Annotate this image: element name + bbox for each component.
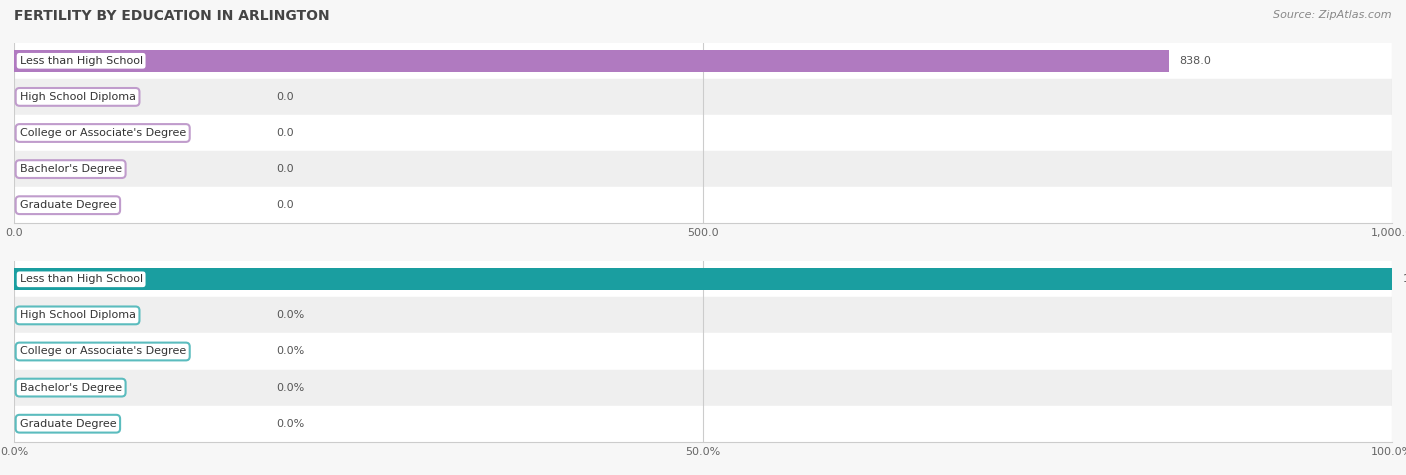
Bar <box>14 79 1392 115</box>
Text: 0.0: 0.0 <box>276 164 294 174</box>
Text: College or Associate's Degree: College or Associate's Degree <box>20 128 186 138</box>
Text: 0.0: 0.0 <box>276 128 294 138</box>
Text: Source: ZipAtlas.com: Source: ZipAtlas.com <box>1274 10 1392 19</box>
Text: Less than High School: Less than High School <box>20 56 142 66</box>
Text: 0.0: 0.0 <box>276 200 294 210</box>
Text: Bachelor's Degree: Bachelor's Degree <box>20 382 122 393</box>
Bar <box>14 43 1392 79</box>
Bar <box>14 333 1392 370</box>
Text: Less than High School: Less than High School <box>20 274 142 285</box>
Text: 838.0: 838.0 <box>1180 56 1212 66</box>
Text: Graduate Degree: Graduate Degree <box>20 418 117 429</box>
Text: FERTILITY BY EDUCATION IN ARLINGTON: FERTILITY BY EDUCATION IN ARLINGTON <box>14 10 329 23</box>
Text: 0.0%: 0.0% <box>276 418 304 429</box>
Text: 0.0: 0.0 <box>276 92 294 102</box>
Bar <box>14 268 1392 290</box>
Bar <box>14 370 1392 406</box>
Bar <box>14 406 1392 442</box>
Bar <box>14 187 1392 223</box>
Bar <box>14 151 1392 187</box>
Bar <box>14 50 1168 72</box>
Bar <box>14 297 1392 333</box>
Text: Bachelor's Degree: Bachelor's Degree <box>20 164 122 174</box>
Text: High School Diploma: High School Diploma <box>20 310 135 321</box>
Text: 0.0%: 0.0% <box>276 310 304 321</box>
Text: 0.0%: 0.0% <box>276 382 304 393</box>
Text: High School Diploma: High School Diploma <box>20 92 135 102</box>
Text: Graduate Degree: Graduate Degree <box>20 200 117 210</box>
Bar <box>14 261 1392 297</box>
Text: College or Associate's Degree: College or Associate's Degree <box>20 346 186 357</box>
Text: 0.0%: 0.0% <box>276 346 304 357</box>
Bar <box>14 115 1392 151</box>
Text: 100.0%: 100.0% <box>1403 274 1406 285</box>
